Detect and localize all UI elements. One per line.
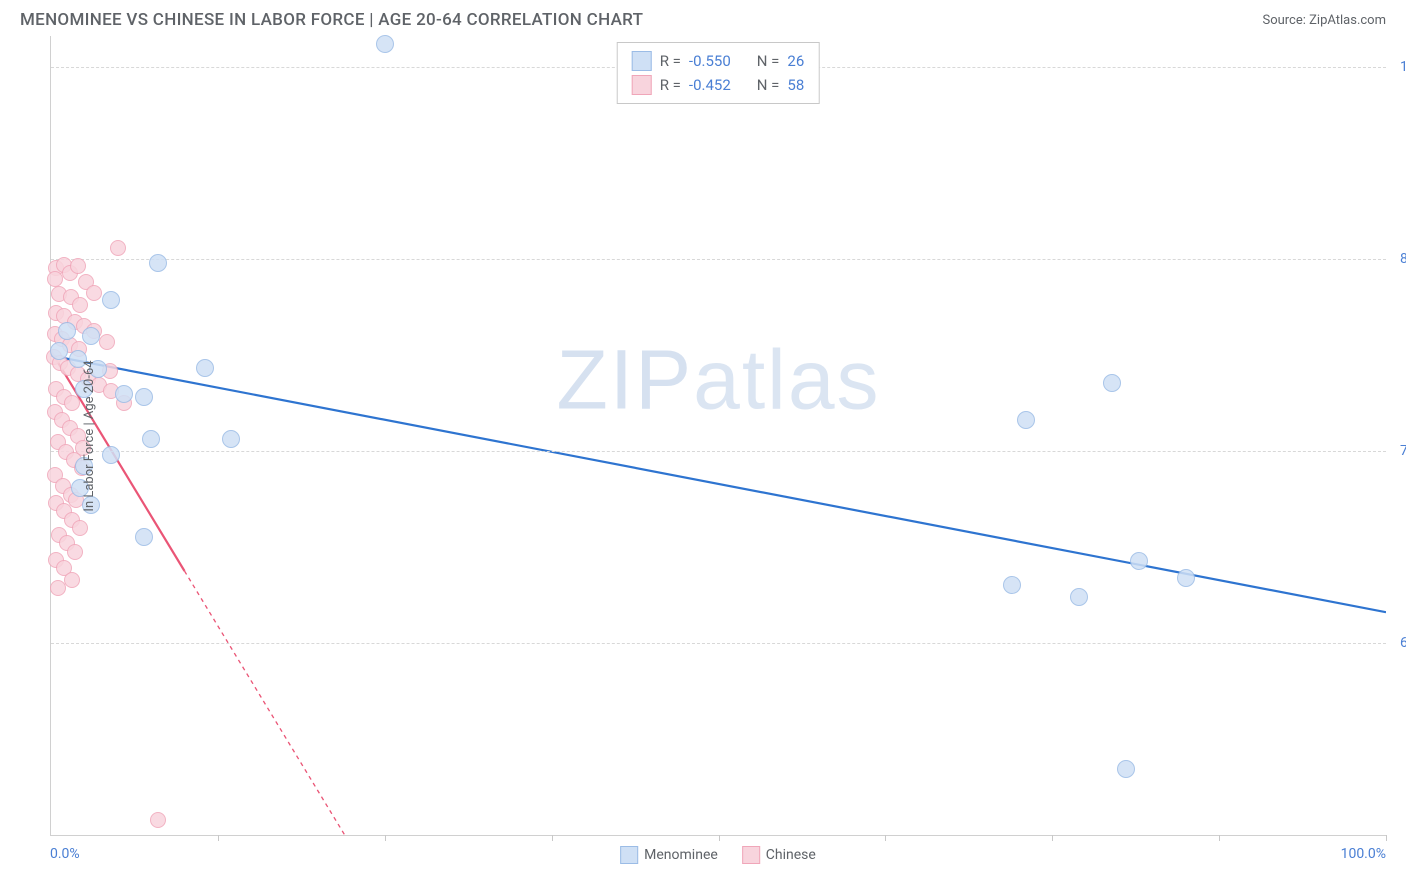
data-point[interactable] xyxy=(222,430,240,448)
source-label: Source: ZipAtlas.com xyxy=(1262,13,1386,28)
y-tick-label: 75.0% xyxy=(1398,443,1406,459)
gridline-h xyxy=(51,643,1386,644)
data-point[interactable] xyxy=(47,271,63,287)
data-point[interactable] xyxy=(72,297,88,313)
data-point[interactable] xyxy=(376,35,394,53)
data-point[interactable] xyxy=(1003,576,1021,594)
data-point[interactable] xyxy=(1103,374,1121,392)
trend-lines-svg xyxy=(51,36,1386,835)
stats-row: R = -0.550 N = 26 xyxy=(632,49,805,73)
data-point[interactable] xyxy=(70,258,86,274)
stat-n-label: N = xyxy=(757,76,780,94)
legend-swatch xyxy=(620,846,638,864)
stats-row: R = -0.452 N = 58 xyxy=(632,73,805,97)
x-tick xyxy=(1386,835,1387,841)
watermark-strong: ZIP xyxy=(556,332,693,426)
data-point[interactable] xyxy=(115,385,133,403)
legend-label: Chinese xyxy=(766,847,816,863)
gridline-h xyxy=(51,259,1386,260)
stat-n-value: 26 xyxy=(787,52,804,70)
series-swatch xyxy=(632,51,652,71)
data-point[interactable] xyxy=(99,334,115,350)
legend-label: Menominee xyxy=(644,847,718,863)
stat-r-value: -0.452 xyxy=(689,76,731,94)
watermark-light: atlas xyxy=(693,332,880,426)
x-tick xyxy=(885,835,886,841)
stat-n-value: 58 xyxy=(787,76,804,94)
x-axis-start-label: 0.0% xyxy=(50,846,80,862)
x-tick xyxy=(719,835,720,841)
y-tick-label: 87.5% xyxy=(1398,251,1406,267)
chart-title: MENOMINEE VS CHINESE IN LABOR FORCE | AG… xyxy=(20,10,643,30)
stat-r-label: R = xyxy=(660,76,681,94)
y-axis-title: In Labor Force | Age 20-64 xyxy=(82,360,97,511)
plot-area: ZIPatlas 62.5%75.0%87.5%100.0% xyxy=(50,36,1386,836)
x-tick xyxy=(385,835,386,841)
data-point[interactable] xyxy=(58,322,76,340)
data-point[interactable] xyxy=(86,285,102,301)
data-point[interactable] xyxy=(110,240,126,256)
x-tick xyxy=(552,835,553,841)
series-swatch xyxy=(632,75,652,95)
y-tick-label: 100.0% xyxy=(1398,59,1406,75)
x-tick xyxy=(1219,835,1220,841)
x-tick xyxy=(1052,835,1053,841)
data-point[interactable] xyxy=(142,430,160,448)
legend-item[interactable]: Menominee xyxy=(620,846,718,864)
legend-item[interactable]: Chinese xyxy=(742,846,816,864)
series-legend: Menominee Chinese xyxy=(620,846,816,864)
y-tick-label: 62.5% xyxy=(1398,635,1406,651)
legend-swatch xyxy=(742,846,760,864)
data-point[interactable] xyxy=(82,327,100,345)
data-point[interactable] xyxy=(1177,569,1195,587)
stat-n-label: N = xyxy=(757,52,780,70)
chart-area: ZIPatlas 62.5%75.0%87.5%100.0% In Labor … xyxy=(50,36,1386,836)
stat-r-value: -0.550 xyxy=(689,52,731,70)
data-point[interactable] xyxy=(1017,411,1035,429)
data-point[interactable] xyxy=(102,446,120,464)
data-point[interactable] xyxy=(67,544,83,560)
correlation-stats-box: R = -0.550 N = 26 R = -0.452 N = 58 xyxy=(617,42,820,104)
data-point[interactable] xyxy=(149,254,167,272)
x-axis-end-label: 100.0% xyxy=(1341,846,1386,862)
stat-r-label: R = xyxy=(660,52,681,70)
data-point[interactable] xyxy=(150,812,166,828)
x-tick xyxy=(218,835,219,841)
data-point[interactable] xyxy=(135,528,153,546)
data-point[interactable] xyxy=(64,572,80,588)
data-point[interactable] xyxy=(1070,588,1088,606)
data-point[interactable] xyxy=(1117,760,1135,778)
data-point[interactable] xyxy=(1130,552,1148,570)
watermark: ZIPatlas xyxy=(556,331,880,428)
gridline-h xyxy=(51,451,1386,452)
data-point[interactable] xyxy=(50,580,66,596)
data-point[interactable] xyxy=(102,291,120,309)
data-point[interactable] xyxy=(50,342,68,360)
data-point[interactable] xyxy=(72,520,88,536)
data-point[interactable] xyxy=(64,395,80,411)
data-point[interactable] xyxy=(135,388,153,406)
data-point[interactable] xyxy=(196,359,214,377)
